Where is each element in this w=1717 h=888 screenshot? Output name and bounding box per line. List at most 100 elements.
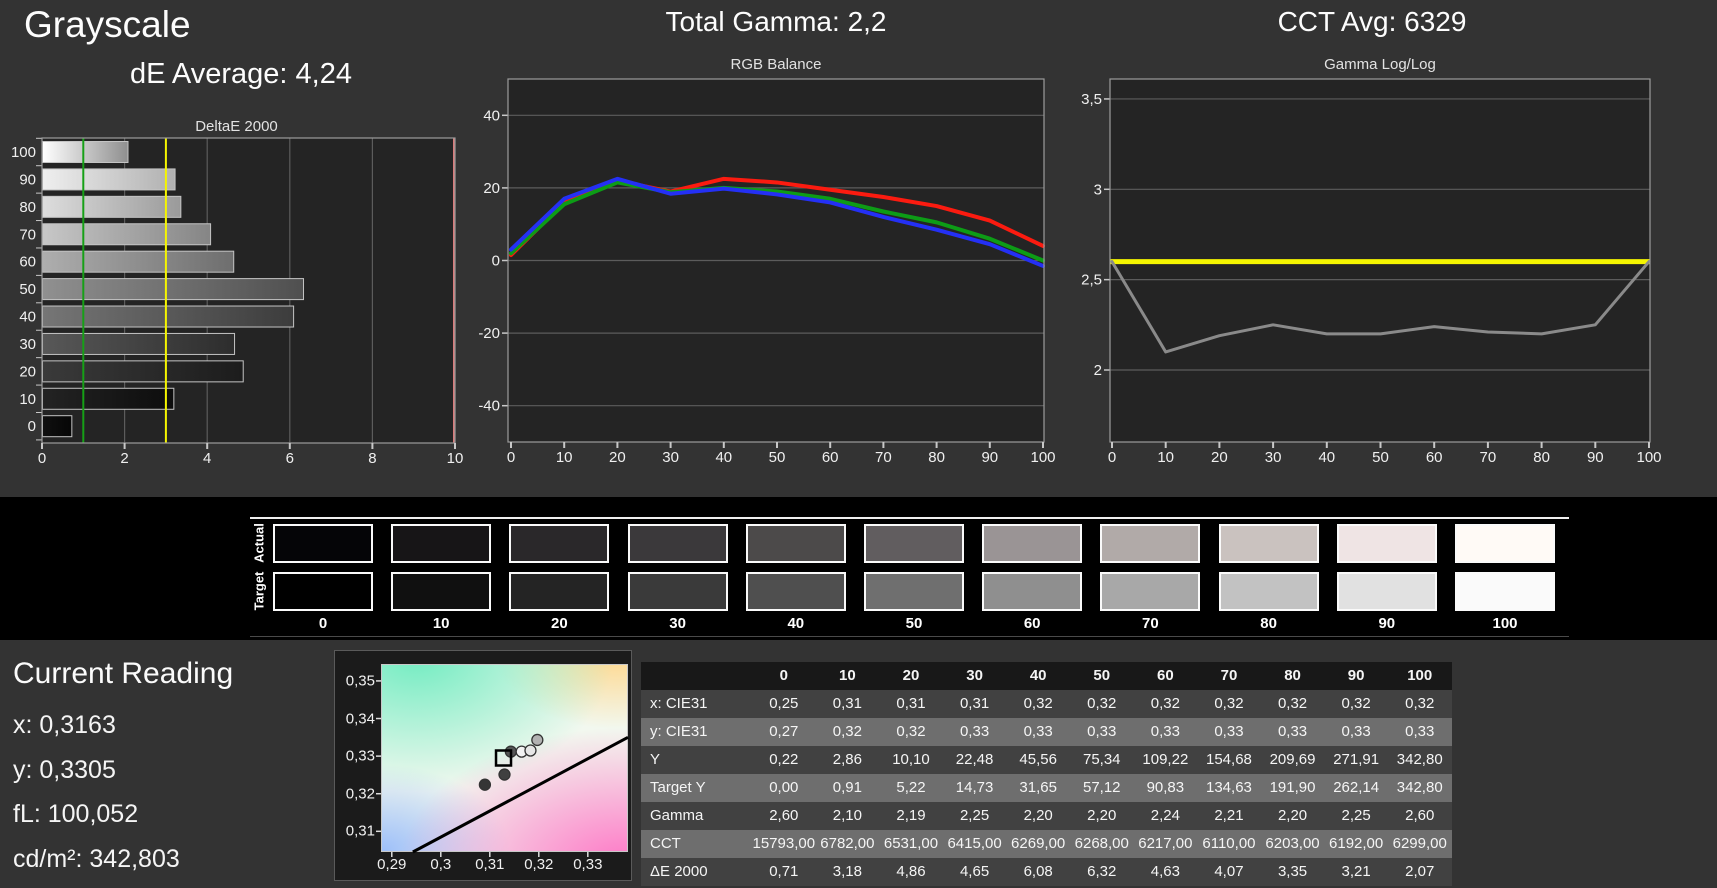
svg-text:40: 40 (1318, 449, 1335, 466)
table-col-header-10: 10 (839, 667, 856, 684)
table-cell: 0,31 (896, 695, 926, 712)
table-cell: 0,33 (1087, 723, 1117, 740)
table-cell: 0,25 (769, 695, 799, 712)
table-row-y: Y 0,22 2,86 10,10 22,48 45,56 75,34 109,22 154,6… (641, 746, 1452, 774)
current-reading-y: y: 0,3305 (13, 756, 116, 784)
cie-xtick-0,3: 0,3 (430, 856, 452, 873)
table-cell: 2,86 (832, 751, 862, 768)
table-cell: 6299,00 (1392, 835, 1447, 852)
table-cell: 2,60 (769, 807, 799, 824)
table-cell: 4,63 (1150, 863, 1180, 880)
cie-ytick-0,33: 0,33 (345, 747, 375, 765)
swatch-actual-50 (864, 524, 964, 563)
svg-text:3: 3 (1094, 181, 1102, 198)
svg-text:3,5: 3,5 (1081, 91, 1102, 108)
table-cell: 0,91 (832, 779, 862, 796)
table-cell: 0,33 (1023, 723, 1053, 740)
table-row-label: CCT (650, 835, 681, 852)
table-cell: 2,07 (1405, 863, 1435, 880)
current-reading-title: Current Reading (13, 657, 234, 690)
svg-text:90: 90 (1587, 449, 1604, 466)
svg-text:10: 10 (447, 450, 464, 467)
svg-text:2,5: 2,5 (1081, 272, 1102, 289)
table-cell: 0,33 (1277, 723, 1308, 740)
deltae-bar-80 (42, 195, 182, 218)
table-cell: 3,18 (832, 863, 862, 880)
total-gamma-label: Total Gamma: 2,2 (665, 6, 887, 37)
table-cell: 342,80 (1396, 751, 1443, 768)
swatch-row-label-target: Target (251, 571, 267, 611)
swatch-actual-20 (509, 524, 610, 563)
table-col-header-50: 50 (1093, 667, 1111, 684)
table-cell: 0,71 (769, 863, 799, 880)
table-col-header-80: 80 (1284, 667, 1301, 684)
svg-text:2: 2 (120, 450, 128, 467)
table-row-y-cie31: y: CIE31 0,27 0,32 0,32 0,33 0,33 0,33 0,33 0,33… (641, 718, 1452, 746)
table-cell: 0,27 (769, 723, 799, 740)
cie-ytick-0,34: 0,34 (345, 710, 375, 728)
table-cell: 57,12 (1082, 779, 1121, 796)
svg-text:RGB Balance: RGB Balance (731, 56, 822, 73)
svg-text:80: 80 (19, 199, 36, 216)
table-cell: 0,32 (832, 723, 862, 740)
table-cell: 0,32 (1341, 695, 1371, 712)
table-cell: 0,32 (1150, 695, 1180, 712)
table-cell: 6,08 (1023, 863, 1053, 880)
table-col-header-70: 70 (1220, 667, 1238, 684)
swatch-level-label-100: 100 (1492, 615, 1518, 632)
table-cell: 6782,00 (820, 835, 875, 852)
table-cell: 0,33 (1405, 723, 1435, 740)
svg-text:60: 60 (1426, 449, 1443, 466)
svg-text:100: 100 (11, 144, 36, 161)
svg-text:50: 50 (769, 449, 786, 466)
table-cell: 0,32 (1214, 695, 1244, 712)
svg-text:0: 0 (38, 450, 46, 467)
table-cell: 0,33 (1150, 723, 1180, 740)
table-row-label: Gamma Log/Log (650, 807, 704, 824)
svg-text:40: 40 (715, 449, 732, 466)
svg-text:0: 0 (507, 449, 515, 466)
table-cell: 2,20 (1277, 807, 1308, 824)
table-cell: 10,10 (892, 751, 930, 768)
table-col-header-40: 40 (1029, 667, 1047, 684)
table-cell: 2,19 (896, 807, 926, 824)
swatch-actual-0 (273, 524, 373, 563)
deltae-bar-10 (42, 387, 175, 410)
cie-xtick-0,32: 0,32 (524, 856, 554, 873)
swatch-target-70 (1100, 572, 1201, 611)
swatch-actual-90 (1336, 524, 1437, 563)
table-row-gamma-log-log: Gamma Log/Log 2,60 2,10 2,19 2,25 2,20 2,20 2,2… (641, 802, 1452, 830)
table-row-label: x: CIE31 (650, 695, 708, 712)
cie-xtick-0,29: 0,29 (377, 856, 407, 873)
svg-text:DeltaE 2000: DeltaE 2000 (195, 118, 278, 135)
table-cell: 6110,00 (1202, 835, 1256, 852)
svg-text:20: 20 (483, 180, 500, 197)
swatch-target-20 (509, 572, 610, 611)
table-cell: 22,48 (955, 751, 994, 768)
svg-text:80: 80 (928, 449, 945, 466)
svg-text:0: 0 (492, 253, 500, 270)
table-cell: 2,20 (1087, 807, 1117, 824)
table-cell: 0,31 (959, 695, 990, 712)
page-title: Grayscale (24, 4, 191, 45)
table-cell: 90,83 (1146, 779, 1185, 796)
current-reading-cdm2: cd/m²: 342,803 (13, 845, 180, 873)
table-cell: 14,73 (955, 779, 994, 796)
cie-target-square (494, 749, 513, 767)
swatch-target-80 (1218, 572, 1319, 611)
cie-xtick-0,33: 0,33 (573, 856, 603, 873)
table-cell: 209,69 (1269, 751, 1316, 768)
rgb-balance-series-green (509, 180, 1045, 263)
svg-text:100: 100 (1636, 449, 1661, 466)
table-cell: 0,32 (1087, 695, 1117, 712)
table-row-label: y: CIE31 (650, 723, 708, 740)
table-cell: 6415,00 (947, 835, 1002, 852)
deltae-bar-40 (42, 305, 295, 328)
swatch-level-label-70: 70 (1142, 615, 1159, 632)
deltae-bar-100 (42, 141, 129, 163)
swatch-level-label-60: 60 (1023, 615, 1041, 632)
table-cell: 271,91 (1333, 751, 1380, 768)
svg-text:10: 10 (19, 391, 36, 408)
table-cell: 4,65 (959, 863, 990, 880)
